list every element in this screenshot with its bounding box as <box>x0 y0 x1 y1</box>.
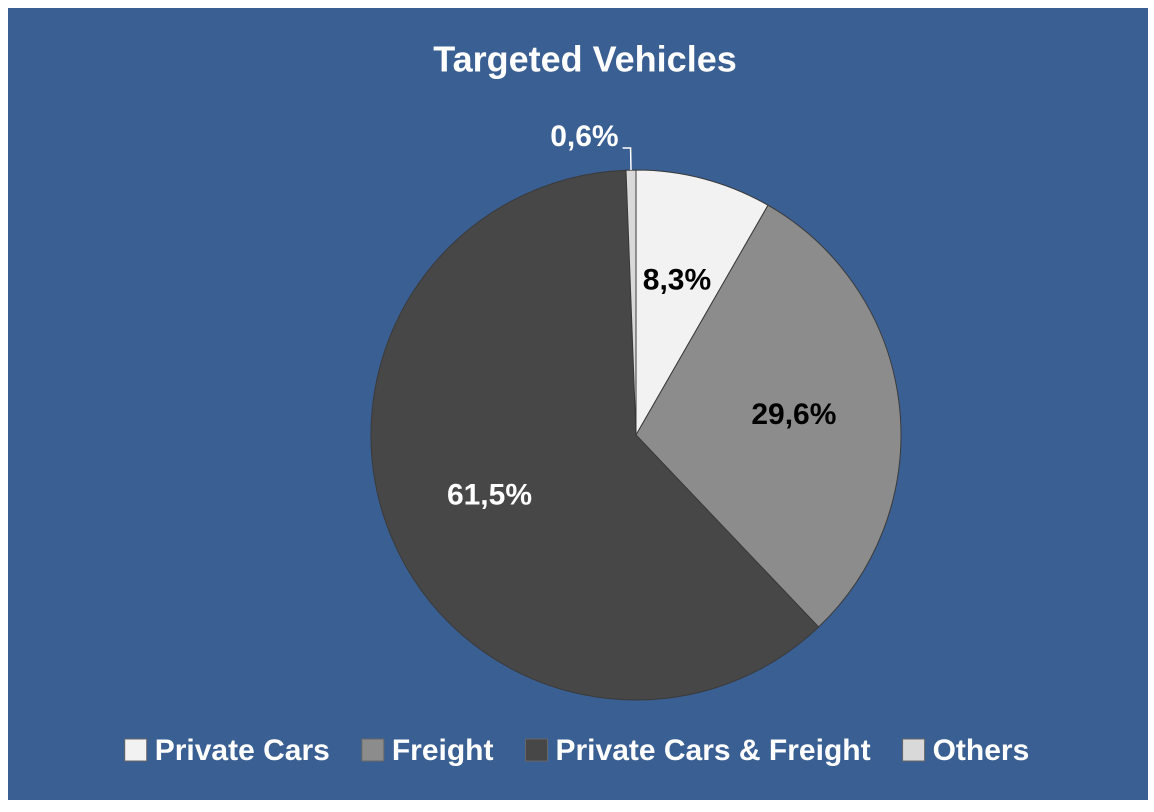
legend-swatch <box>524 738 548 762</box>
pie-slice <box>370 169 820 701</box>
legend-label: Others <box>933 734 1030 767</box>
legend: Private Cars Freight Private Cars & Freigh… <box>124 734 1030 767</box>
legend-swatch <box>124 738 148 762</box>
data-label: 0,6% <box>550 120 618 153</box>
data-label: 61,5% <box>447 479 532 512</box>
legend-label: Private Cars <box>155 734 330 767</box>
legend-swatch <box>361 738 385 762</box>
pie-slice <box>635 169 769 437</box>
chart-title: Targeted Vehicles <box>433 39 736 80</box>
legend-swatch <box>902 738 926 762</box>
leader-line <box>622 147 632 171</box>
data-label: 29,6% <box>751 398 836 431</box>
legend-label: Freight <box>392 734 494 767</box>
data-label: 8,3% <box>643 263 711 296</box>
pie-slice <box>635 204 902 628</box>
legend-label: Private Cars & Freight <box>555 734 870 767</box>
